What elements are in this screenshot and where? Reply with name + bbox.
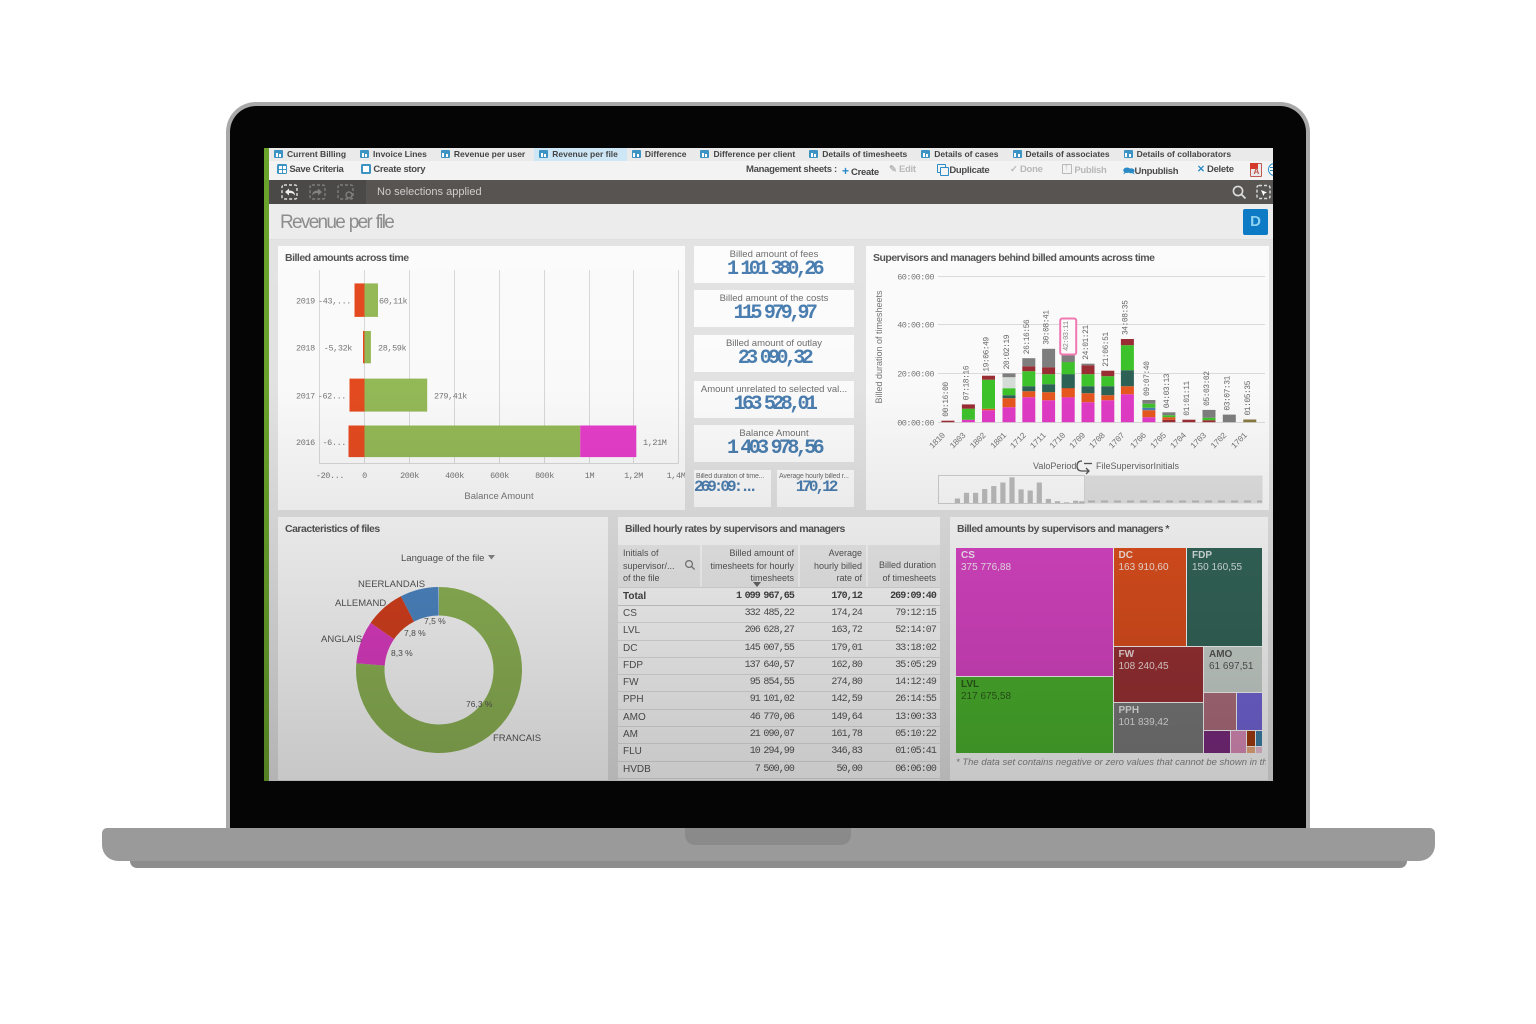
svg-text:1711: 1711 xyxy=(1028,431,1048,451)
svg-text:-6...: -6... xyxy=(322,438,346,448)
svg-text:07:18:16: 07:18:16 xyxy=(962,365,971,400)
svg-text:1810: 1810 xyxy=(927,431,947,451)
svg-text:7,8 %: 7,8 % xyxy=(404,628,426,638)
svg-text:03:07:31: 03:07:31 xyxy=(1223,375,1232,410)
svg-text:8,3 %: 8,3 % xyxy=(391,648,413,658)
svg-text:2016: 2016 xyxy=(296,438,315,448)
svg-text:ALLEMAND: ALLEMAND xyxy=(335,598,386,609)
svg-text:1702: 1702 xyxy=(1209,431,1229,451)
svg-text:09:07:40: 09:07:40 xyxy=(1143,361,1152,396)
svg-text:1703: 1703 xyxy=(1189,431,1209,451)
svg-text:-5,32k: -5,32k xyxy=(324,344,353,354)
svg-text:26:16:56: 26:16:56 xyxy=(1023,319,1032,354)
svg-text:60,11k: 60,11k xyxy=(379,297,408,307)
svg-text:20:00:00: 20:00:00 xyxy=(897,370,934,380)
svg-text:60:00:00: 60:00:00 xyxy=(897,273,934,283)
svg-text:76,3 %: 76,3 % xyxy=(466,699,493,709)
svg-text:1M: 1M xyxy=(585,471,595,481)
svg-text:-20...: -20... xyxy=(316,471,344,481)
svg-text:05:03:02: 05:03:02 xyxy=(1203,371,1212,406)
svg-text:2019: 2019 xyxy=(296,297,315,307)
svg-text:1701: 1701 xyxy=(1229,431,1249,451)
svg-text:Balance Amount: Balance Amount xyxy=(464,491,534,502)
svg-text:1708: 1708 xyxy=(1087,431,1107,451)
svg-text:2017: 2017 xyxy=(296,392,315,402)
svg-text:30:08:41: 30:08:41 xyxy=(1043,310,1052,345)
svg-text:28,59k: 28,59k xyxy=(378,344,407,354)
svg-text:01:01:11: 01:01:11 xyxy=(1183,381,1192,416)
svg-text:-62...: -62... xyxy=(318,392,346,402)
svg-text:1707: 1707 xyxy=(1107,431,1127,451)
svg-text:ANGLAIS: ANGLAIS xyxy=(321,634,362,645)
svg-text:1705: 1705 xyxy=(1148,431,1168,451)
svg-text:24:01:21: 24:01:21 xyxy=(1082,325,1091,360)
svg-text:19:06:49: 19:06:49 xyxy=(983,337,992,372)
svg-text:1704: 1704 xyxy=(1168,431,1188,451)
svg-text:0: 0 xyxy=(362,471,367,481)
svg-text:1709: 1709 xyxy=(1068,431,1088,451)
svg-text:34:08:35: 34:08:35 xyxy=(1121,300,1130,335)
svg-text:FRANCAIS: FRANCAIS xyxy=(493,733,541,744)
svg-text:00:00:00: 00:00:00 xyxy=(897,419,934,429)
svg-text:400k: 400k xyxy=(445,471,464,481)
svg-text:42:03:11: 42:03:11 xyxy=(1063,321,1071,351)
svg-text:Billed duration of timesheets: Billed duration of timesheets xyxy=(874,290,884,404)
svg-text:04:03:13: 04:03:13 xyxy=(1163,373,1172,408)
svg-text:20:02:19: 20:02:19 xyxy=(1003,334,1012,369)
svg-text:1712: 1712 xyxy=(1008,431,1028,451)
svg-text:1802: 1802 xyxy=(968,431,988,451)
svg-text:Language of the file: Language of the file xyxy=(401,553,484,564)
svg-text:01:05:35: 01:05:35 xyxy=(1244,380,1253,415)
svg-text:2018: 2018 xyxy=(296,344,315,354)
svg-text:1803: 1803 xyxy=(948,431,968,451)
svg-text:1710: 1710 xyxy=(1048,431,1068,451)
svg-text:279,41k: 279,41k xyxy=(434,392,467,402)
svg-text:1706: 1706 xyxy=(1128,431,1148,451)
svg-text:600k: 600k xyxy=(490,471,509,481)
svg-text:NEERLANDAIS: NEERLANDAIS xyxy=(358,579,425,590)
svg-text:FileSupervisorInitials: FileSupervisorInitials xyxy=(1096,461,1180,471)
svg-text:1,4M: 1,4M xyxy=(667,471,685,481)
svg-text:00:16:00: 00:16:00 xyxy=(942,382,951,417)
svg-text:800k: 800k xyxy=(535,471,554,481)
svg-text:1,21M: 1,21M xyxy=(643,438,667,448)
svg-text:21:06:51: 21:06:51 xyxy=(1102,332,1111,367)
svg-text:1,2M: 1,2M xyxy=(624,471,643,481)
svg-text:200k: 200k xyxy=(400,471,419,481)
svg-text:40:00:00: 40:00:00 xyxy=(897,321,934,331)
svg-text:1801: 1801 xyxy=(989,431,1009,451)
svg-text:7,5 %: 7,5 % xyxy=(424,616,446,626)
svg-text:ValoPeriod.: ValoPeriod. xyxy=(1033,461,1079,471)
svg-text:-43,...: -43,... xyxy=(318,297,351,307)
